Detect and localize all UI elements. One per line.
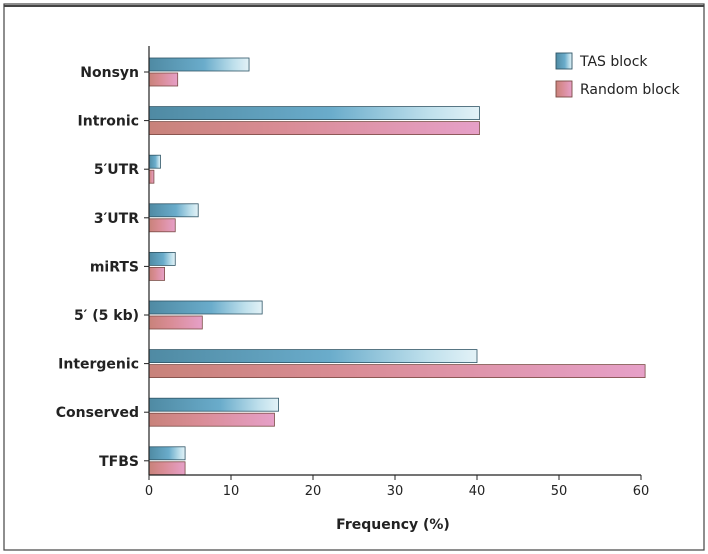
category-label: Conserved	[56, 405, 139, 421]
category-label: 5′UTR	[94, 162, 139, 178]
bar-random-block	[148, 364, 646, 379]
category-label: Nonsyn	[80, 65, 139, 81]
bar-tas-block	[148, 106, 480, 120]
category-label: 5′ (5 kb)	[74, 308, 139, 324]
figure-border	[3, 3, 705, 551]
legend: TAS block Random block	[555, 52, 680, 98]
bar-random-block	[148, 121, 480, 135]
category-label: Intergenic	[58, 357, 139, 373]
x-axis-title: Frequency (%)	[336, 517, 450, 533]
legend-swatch-random-block	[555, 80, 573, 98]
category-label: 3′UTR	[94, 211, 139, 227]
bar-tas-block	[148, 397, 279, 412]
bar-tas-block	[148, 446, 186, 461]
category-label: miRTS	[90, 259, 139, 275]
bar-random-block	[148, 461, 186, 476]
bar-random-block	[148, 72, 179, 87]
legend-label-random-block: Random block	[580, 82, 680, 98]
bar-tas-block	[148, 57, 250, 72]
x-tick-label: 30	[387, 484, 404, 499]
bar-random-block	[148, 266, 165, 281]
bar-random-block	[148, 412, 275, 427]
bar-tas-block	[148, 203, 199, 218]
plot-area: Nonsyn Intronic 5′UTR 3′UTR miRTS 5′ (5 kb) In…	[56, 46, 650, 533]
category-label: TFBS	[99, 454, 139, 470]
x-tick-label: 20	[305, 484, 322, 499]
x-tick-label: 60	[633, 484, 650, 499]
category-label: Intronic	[78, 114, 139, 130]
bar-random-block	[148, 218, 176, 233]
legend-swatch-tas-block	[555, 52, 573, 70]
bar-tas-block	[148, 154, 161, 169]
x-tick-label: 40	[469, 484, 486, 499]
x-tick-label: 50	[551, 484, 568, 499]
x-tick-label: 0	[145, 484, 153, 499]
bar-random-block	[148, 315, 203, 330]
bar-random-block	[148, 169, 155, 184]
x-tick-label: 10	[223, 484, 240, 499]
bar-tas-block	[148, 251, 176, 266]
bar-tas-block	[148, 300, 263, 315]
bar-tas-block	[148, 349, 478, 364]
legend-label-tas-block: TAS block	[579, 54, 648, 70]
